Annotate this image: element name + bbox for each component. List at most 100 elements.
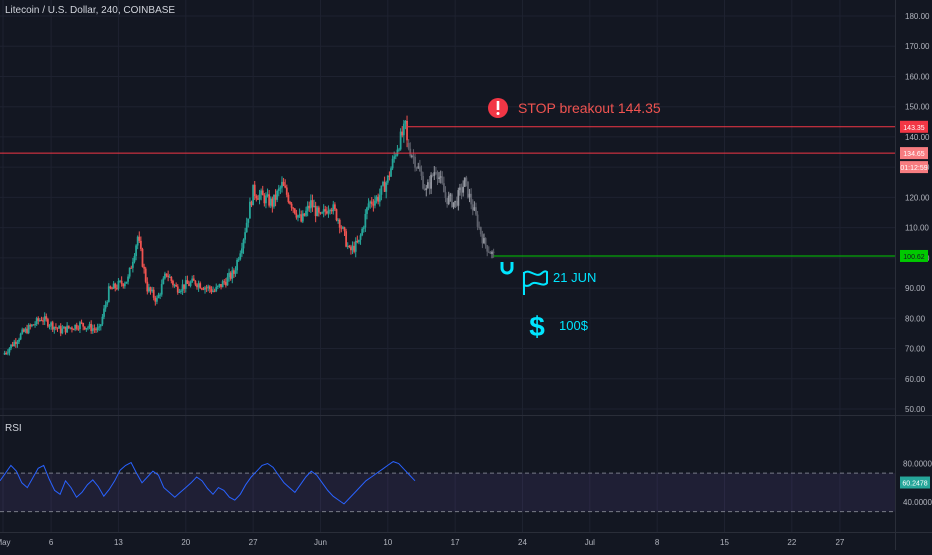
candle-body xyxy=(22,329,25,332)
candle-body xyxy=(249,201,251,219)
candle-body xyxy=(29,325,32,327)
candle-body xyxy=(327,210,330,214)
projection-candle-body xyxy=(444,192,447,198)
stop-price-badge-bg xyxy=(900,120,928,133)
candle-body xyxy=(330,209,333,212)
candle-body xyxy=(144,268,147,282)
candle-body xyxy=(64,326,67,333)
projection-candle-body xyxy=(479,227,482,235)
candle-body xyxy=(281,181,283,188)
candle-body xyxy=(386,175,389,183)
candle-body xyxy=(38,319,41,321)
candle-body xyxy=(131,261,134,268)
candle-body xyxy=(263,195,266,204)
projection-candle-body xyxy=(441,176,444,184)
candle-body xyxy=(143,266,145,269)
candle-body xyxy=(333,204,336,210)
candle-body xyxy=(67,325,70,328)
candle-body xyxy=(268,194,271,206)
projection-candle-body xyxy=(451,194,453,207)
symbol-title: Litecoin / U.S. Dollar, 240, COINBASE xyxy=(5,5,176,16)
candle-body xyxy=(354,240,357,252)
candle-body xyxy=(369,201,372,204)
candle-body xyxy=(176,286,179,293)
candle-body xyxy=(300,214,303,222)
projection-candle-body xyxy=(433,172,436,176)
projection-candle-body xyxy=(409,148,412,156)
candle-body xyxy=(348,245,351,248)
candle-body xyxy=(191,278,194,283)
candle-body xyxy=(32,324,35,326)
candle-body xyxy=(289,201,291,204)
projection-candle-body xyxy=(463,177,466,187)
projection-candle-body xyxy=(428,182,431,189)
candle-body xyxy=(375,196,378,201)
candle-body xyxy=(101,316,104,325)
candle-body xyxy=(88,323,91,328)
candle-body xyxy=(226,276,229,286)
projection-candle-body xyxy=(483,238,485,244)
candle-body xyxy=(377,196,380,202)
projection-candle-body xyxy=(443,183,445,193)
candle-body xyxy=(374,200,376,206)
candle-body xyxy=(160,284,163,295)
time-tick-label: 20 xyxy=(181,538,190,547)
candle-body xyxy=(314,205,317,217)
candle-body xyxy=(295,213,298,218)
candle-body xyxy=(96,327,99,331)
candle-body xyxy=(168,276,171,278)
candle-body xyxy=(152,289,155,298)
candle-body xyxy=(324,209,327,212)
candle-body xyxy=(114,283,117,289)
candle-body xyxy=(43,316,46,322)
dollar-icon: $ xyxy=(529,311,545,342)
candle-body xyxy=(69,327,72,329)
projection-candle-body xyxy=(447,195,450,204)
price-tick-label: 140.00 xyxy=(905,133,930,142)
candle-body xyxy=(293,208,296,214)
time-tick-label: 10 xyxy=(383,538,392,547)
candle-body xyxy=(189,282,192,286)
candle-body xyxy=(63,326,65,329)
candle-body xyxy=(138,236,141,241)
stop-price-badge: 143.35 xyxy=(903,125,925,132)
candle-body xyxy=(317,207,320,213)
projection-candle-body xyxy=(454,200,457,203)
candle-body xyxy=(340,227,343,229)
candle-body xyxy=(308,205,311,209)
candle-body xyxy=(30,324,33,327)
candle-body xyxy=(151,289,154,292)
candle-body xyxy=(19,333,22,340)
price-tick-label: 80.00 xyxy=(905,314,926,323)
projection-candle-body xyxy=(446,197,449,204)
time-tick-label: Jul xyxy=(585,538,595,547)
candle-body xyxy=(127,276,129,282)
candle-body xyxy=(247,218,250,223)
candle-body xyxy=(338,219,341,228)
price-tick-label: 90.00 xyxy=(905,284,926,293)
candle-body xyxy=(115,288,118,290)
candle-body xyxy=(199,283,202,289)
candle-body xyxy=(167,275,170,278)
projection-candle-body xyxy=(414,156,416,168)
candle-body xyxy=(269,198,272,206)
candle-body xyxy=(393,156,396,159)
candle-body xyxy=(282,181,285,186)
candle-body xyxy=(313,205,315,208)
candle-body xyxy=(394,155,397,157)
candle-body xyxy=(244,232,247,240)
projection-candle-body xyxy=(423,188,426,191)
candle-body xyxy=(200,288,203,290)
alert-icon-bar xyxy=(496,101,500,110)
candle-body xyxy=(74,324,77,330)
rsi-tick-label: 80.0000 xyxy=(903,460,932,469)
projection-candle-body xyxy=(467,181,469,198)
candle-body xyxy=(178,291,181,293)
candle-body xyxy=(260,190,263,195)
candle-body xyxy=(175,284,178,287)
candle-body xyxy=(139,240,142,249)
candle-body xyxy=(212,290,214,292)
candle-body xyxy=(50,322,52,326)
